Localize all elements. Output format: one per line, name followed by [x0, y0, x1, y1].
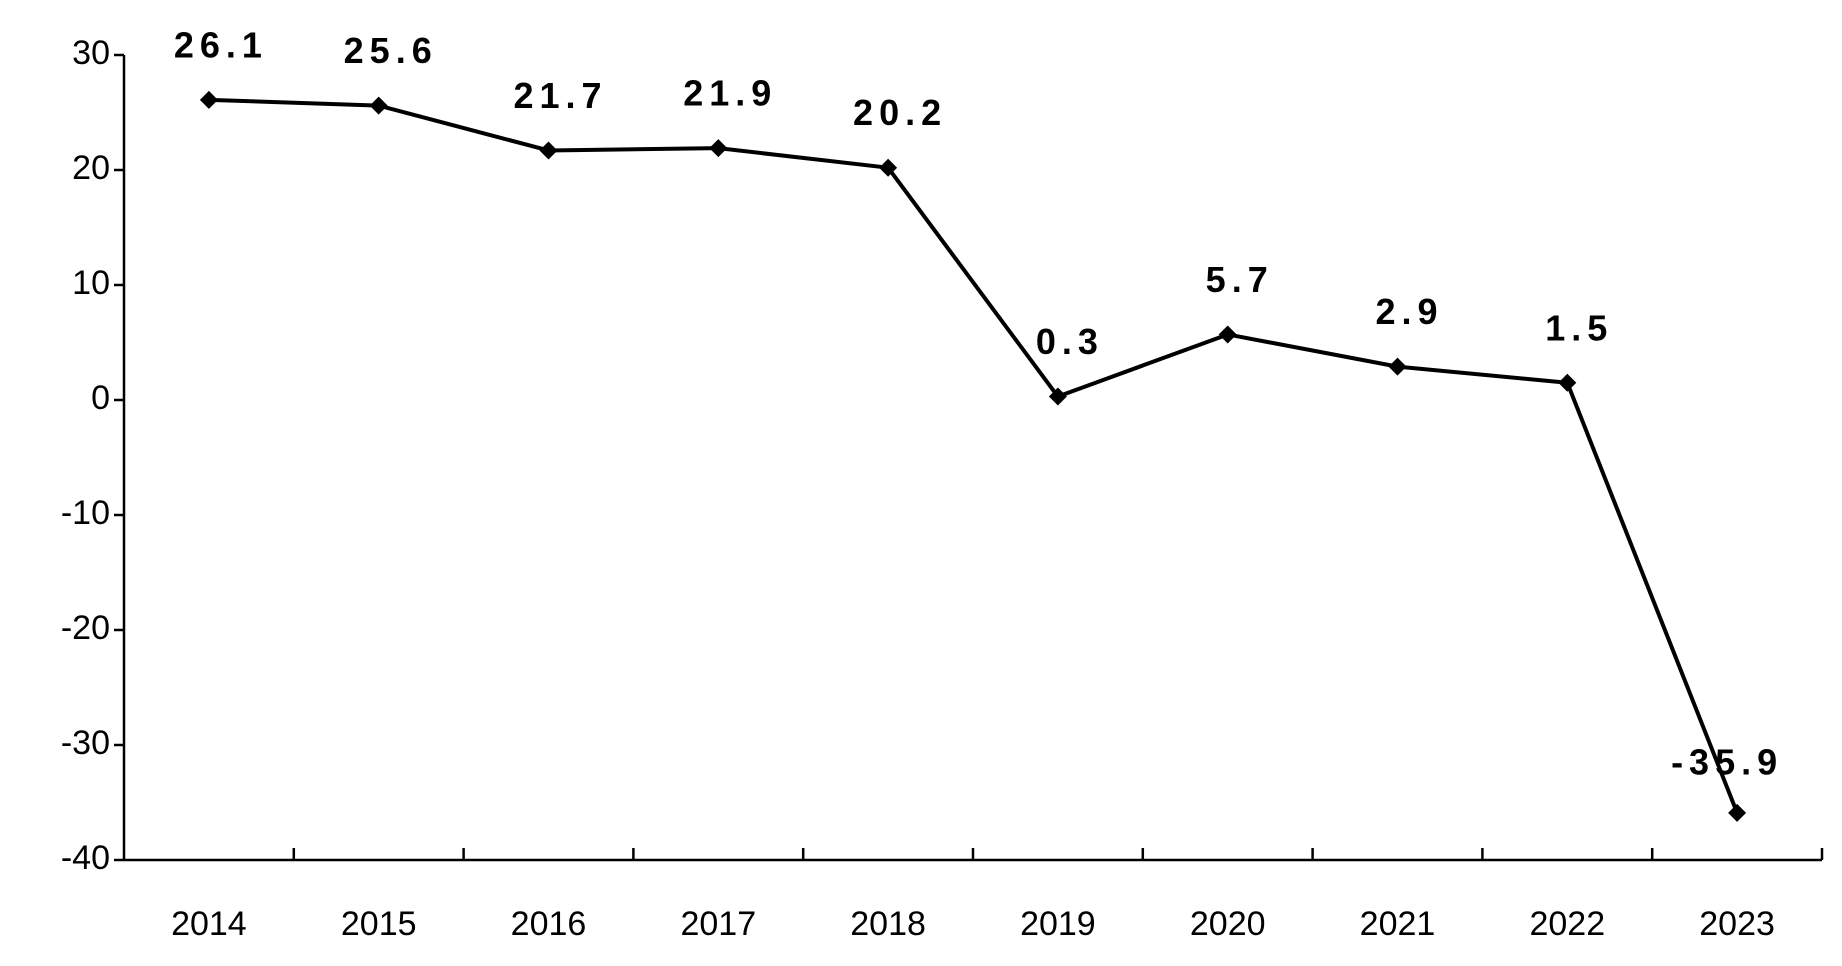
data-label: 26.1 [174, 24, 268, 65]
y-tick-label: -10 [61, 494, 110, 532]
marker [1388, 357, 1407, 376]
data-label: -35.9 [1671, 741, 1783, 782]
data-label: 5.7 [1206, 259, 1274, 300]
marker [539, 141, 558, 160]
y-tick-label: -20 [61, 609, 110, 647]
line [208, 97, 1739, 814]
data-label: 25.6 [344, 30, 438, 71]
marker [199, 90, 218, 109]
y-tick-label: -30 [61, 724, 110, 762]
data-label: 21.9 [683, 73, 777, 114]
x-tick-label: 2017 [680, 905, 756, 943]
marker [369, 96, 388, 115]
marker [1218, 325, 1237, 344]
x-tick-label: 2021 [1360, 905, 1436, 943]
marker [1558, 373, 1577, 392]
x-tick-label: 2014 [171, 905, 247, 943]
y-tick-label: 0 [91, 379, 110, 417]
y-tick-label: 20 [72, 149, 110, 187]
x-tick-label: 2015 [341, 905, 417, 943]
x-tick-label: 2022 [1529, 905, 1605, 943]
x-tick-label: 2020 [1190, 905, 1266, 943]
marker [879, 158, 898, 177]
data-label: 1.5 [1545, 307, 1613, 348]
y-tick-label: -40 [61, 839, 110, 877]
x-tick-label: 2018 [850, 905, 926, 943]
data-label: 20.2 [853, 92, 947, 133]
y-tick-label: 30 [72, 34, 110, 72]
x-tick-label: 2019 [1020, 905, 1096, 943]
x-tick-label: 2016 [511, 905, 587, 943]
marker [1728, 803, 1747, 822]
x-tick-label: 2023 [1699, 905, 1775, 943]
data-label: 0.3 [1036, 321, 1104, 362]
data-label: 21.7 [513, 75, 607, 116]
y-tick-label: 10 [72, 264, 110, 302]
marker [709, 139, 728, 158]
data-label: 2.9 [1375, 291, 1443, 332]
marker [1048, 387, 1067, 406]
